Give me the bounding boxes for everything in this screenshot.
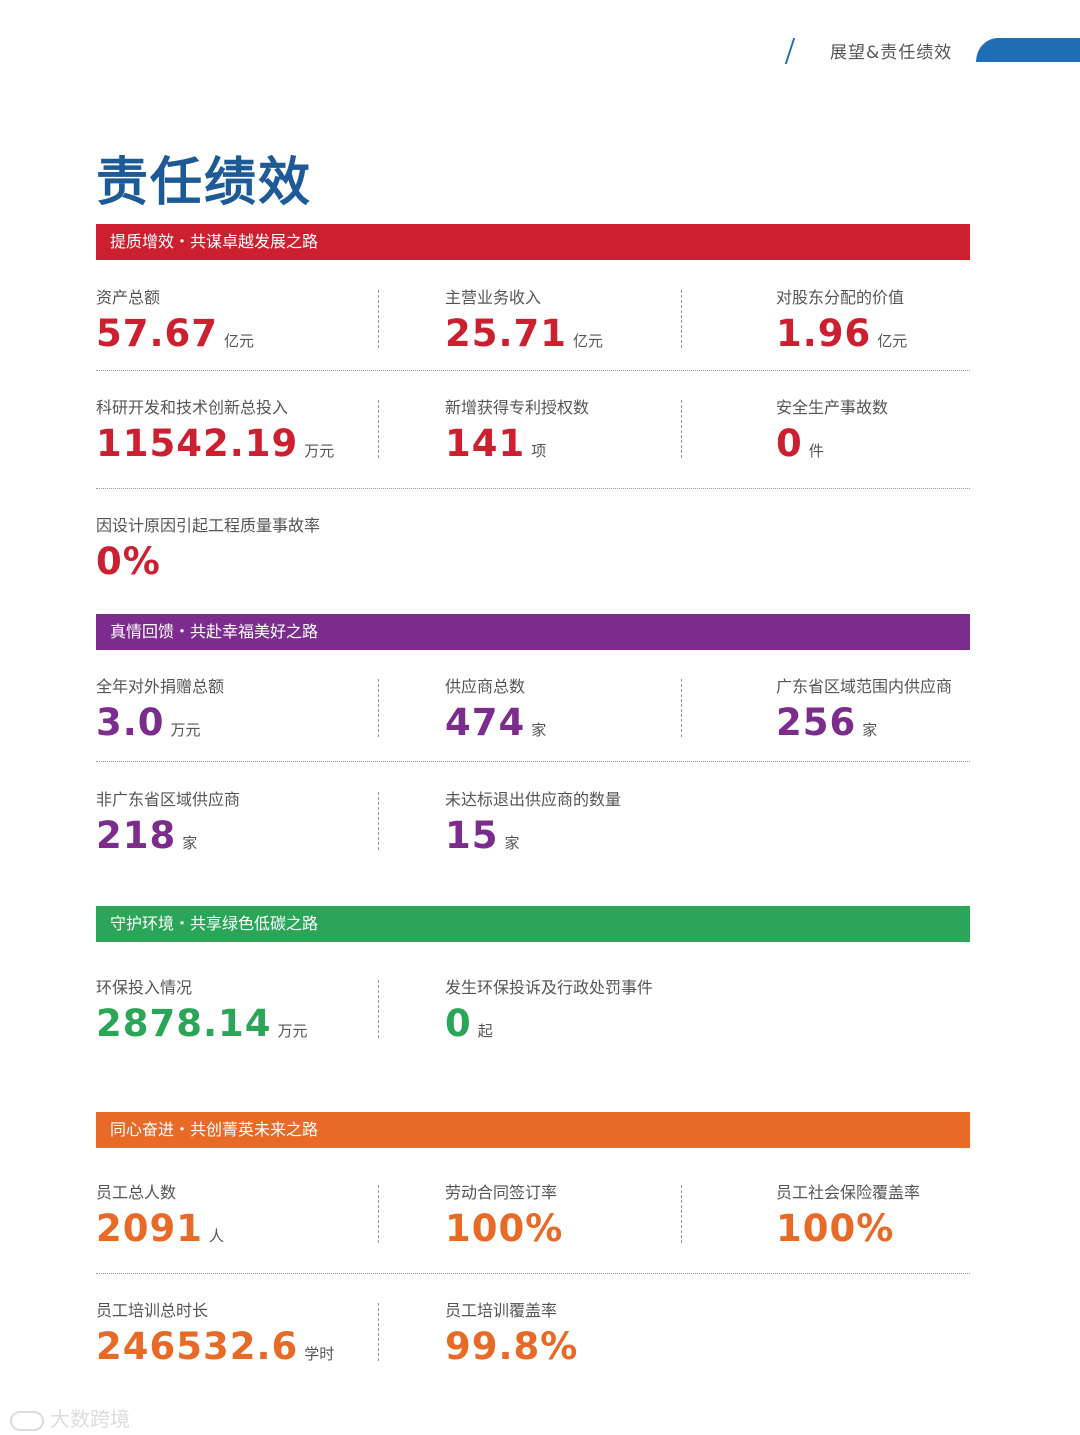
stat-value: 218 [96, 814, 177, 857]
stat-unit: 亿元 [573, 332, 604, 350]
stat-unit: 起 [477, 1022, 493, 1040]
stat-total-suppliers: 供应商总数 474 家 [445, 673, 546, 744]
stat-design-accident-rate: 因设计原因引起工程质量事故率 0% [96, 512, 320, 583]
stat-value: 0 [776, 422, 803, 465]
stat-label: 员工培训覆盖率 [445, 1301, 558, 1320]
stat-value: 2091 [96, 1207, 203, 1250]
column-divider [378, 980, 379, 1038]
stat-training-hours: 员工培训总时长 246532.6 学时 [96, 1297, 334, 1368]
stat-value: 15 [445, 814, 499, 857]
row-divider [96, 370, 970, 371]
header-slash-decoration [784, 38, 796, 64]
header-section-title: 展望&责任绩效 [830, 43, 953, 63]
column-divider [378, 290, 379, 348]
column-divider [378, 400, 379, 458]
stat-value: 246532.6 [96, 1325, 299, 1368]
section-band-quality: 提质增效・共谋卓越发展之路 [96, 224, 970, 260]
page-title: 责任绩效 [96, 153, 313, 213]
column-divider [681, 679, 682, 737]
stat-rd-investment: 科研开发和技术创新总投入 11542.19 万元 [96, 394, 334, 465]
watermark: 大数跨境 [10, 1403, 130, 1432]
stat-value: 3.0 [96, 701, 165, 744]
row-divider [96, 488, 970, 489]
column-divider [681, 400, 682, 458]
stat-donations: 全年对外捐赠总额 3.0 万元 [96, 673, 224, 744]
stat-unit: 家 [531, 721, 547, 739]
stat-unit: 万元 [170, 721, 201, 739]
stat-unit: 万元 [304, 442, 335, 460]
column-divider [681, 290, 682, 348]
stat-value: 57.67 [96, 312, 219, 355]
column-divider [378, 1185, 379, 1243]
stat-label: 非广东省区域供应商 [96, 790, 241, 809]
stat-guangdong-suppliers: 广东省区域范围内供应商 256 家 [776, 673, 952, 744]
stat-value: 256 [776, 701, 857, 744]
stat-value: 100% [776, 1207, 895, 1250]
stat-unit: 项 [531, 442, 547, 460]
stat-value: 1.96 [776, 312, 872, 355]
stat-insurance-rate: 员工社会保险覆盖率 100% [776, 1179, 920, 1250]
section-band-giving-back: 真情回馈・共赴幸福美好之路 [96, 614, 970, 650]
stat-label: 安全生产事故数 [776, 398, 889, 417]
stat-label: 员工社会保险覆盖率 [776, 1183, 921, 1202]
stat-value: 99.8% [445, 1325, 579, 1368]
stat-label: 新增获得专利授权数 [445, 398, 590, 417]
stat-value: 11542.19 [96, 422, 299, 465]
stat-label: 环保投入情况 [96, 978, 193, 997]
section-band-environment: 守护环境・共享绿色低碳之路 [96, 906, 970, 942]
stat-shareholder-value: 对股东分配的价值 1.96 亿元 [776, 284, 907, 355]
row-divider [96, 761, 970, 762]
watermark-text: 大数跨境 [50, 1407, 130, 1431]
stat-unit: 亿元 [877, 332, 908, 350]
stat-label: 对股东分配的价值 [776, 288, 905, 307]
stat-value: 141 [445, 422, 526, 465]
stat-total-assets: 资产总额 57.67 亿元 [96, 284, 254, 355]
stat-label: 劳动合同签订率 [445, 1183, 558, 1202]
stat-label: 供应商总数 [445, 677, 526, 696]
stat-non-guangdong-suppliers: 非广东省区域供应商 218 家 [96, 786, 240, 857]
stat-label: 未达标退出供应商的数量 [445, 790, 622, 809]
column-divider [378, 792, 379, 850]
stat-value: 474 [445, 701, 526, 744]
stat-label: 发生环保投诉及行政处罚事件 [445, 978, 654, 997]
column-divider [378, 1303, 379, 1361]
column-divider [681, 1185, 682, 1243]
stat-label: 科研开发和技术创新总投入 [96, 398, 289, 417]
stat-training-coverage: 员工培训覆盖率 99.8% [445, 1297, 578, 1368]
stat-unit: 家 [182, 834, 198, 852]
stat-unit: 亿元 [224, 332, 255, 350]
stat-value: 100% [445, 1207, 564, 1250]
stat-value: 0% [96, 540, 161, 583]
stat-label: 因设计原因引起工程质量事故率 [96, 516, 321, 535]
header-tab-decoration [976, 38, 1080, 62]
watermark-logo-icon [10, 1410, 44, 1431]
stat-label: 全年对外捐赠总额 [96, 677, 225, 696]
stat-value: 25.71 [445, 312, 568, 355]
column-divider [378, 679, 379, 737]
stat-unit: 家 [862, 721, 878, 739]
stat-label: 资产总额 [96, 288, 161, 307]
stat-unit: 家 [504, 834, 520, 852]
stat-unit: 件 [808, 442, 824, 460]
stat-env-investment: 环保投入情况 2878.14 万元 [96, 974, 308, 1045]
stat-value: 0 [445, 1002, 472, 1045]
stat-main-revenue: 主营业务收入 25.71 亿元 [445, 284, 603, 355]
section-band-employees: 同心奋进・共创菁英未来之路 [96, 1112, 970, 1148]
stat-label: 广东省区域范围内供应商 [776, 677, 953, 696]
stat-unit: 学时 [304, 1345, 335, 1363]
stat-value: 2878.14 [96, 1002, 272, 1045]
stat-label: 员工培训总时长 [96, 1301, 209, 1320]
stat-label: 主营业务收入 [445, 288, 542, 307]
stat-removed-suppliers: 未达标退出供应商的数量 15 家 [445, 786, 621, 857]
stat-contract-rate: 劳动合同签订率 100% [445, 1179, 563, 1250]
row-divider [96, 1273, 970, 1274]
stat-unit: 人 [208, 1227, 224, 1245]
stat-total-employees: 员工总人数 2091 人 [96, 1179, 224, 1250]
stat-new-patents: 新增获得专利授权数 141 项 [445, 394, 589, 465]
stat-label: 员工总人数 [96, 1183, 177, 1202]
stat-unit: 万元 [277, 1022, 308, 1040]
